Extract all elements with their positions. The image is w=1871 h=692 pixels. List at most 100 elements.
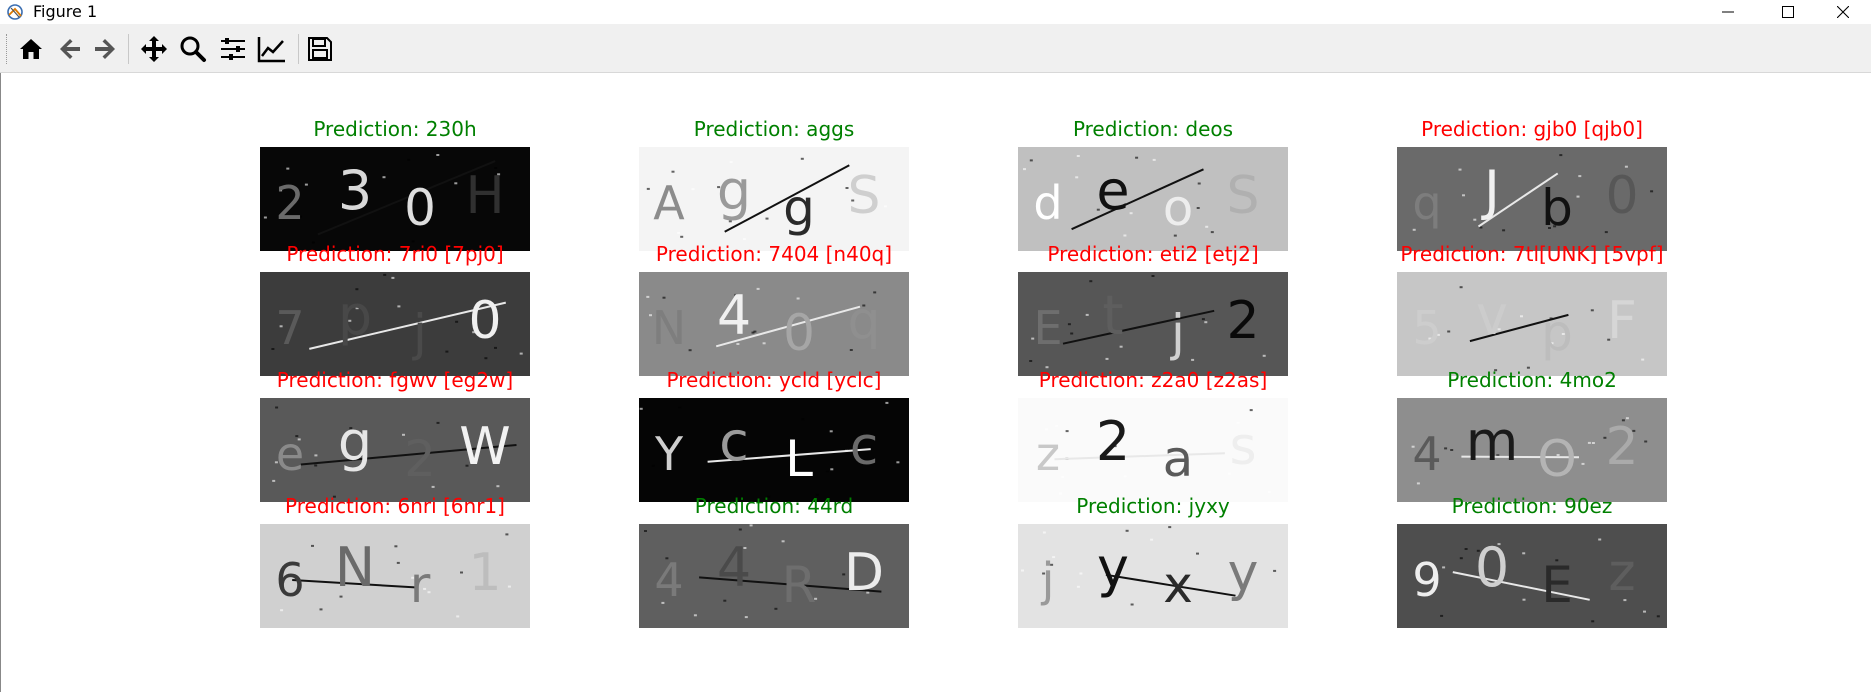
noise-speck xyxy=(1129,212,1133,215)
noise-speck xyxy=(1236,421,1240,424)
noise-speck xyxy=(297,438,301,441)
noise-speck xyxy=(1621,419,1625,422)
noise-speck xyxy=(1273,569,1277,572)
noise-speck xyxy=(1052,556,1056,559)
captcha-glyph: d xyxy=(1033,176,1062,230)
noise-speck xyxy=(1201,318,1205,321)
close-button[interactable] xyxy=(1814,0,1871,24)
noise-speck xyxy=(1079,572,1083,575)
captcha-glyph: E xyxy=(1033,301,1062,355)
captcha-background xyxy=(1397,398,1667,502)
noise-line xyxy=(317,160,496,236)
forward-button[interactable] xyxy=(88,32,122,66)
captcha-glyph: 0 xyxy=(404,179,436,237)
noise-speck xyxy=(456,615,460,618)
captcha-glyph: L xyxy=(785,430,813,488)
captcha-glyph: g xyxy=(717,159,751,222)
noise-speck xyxy=(1135,156,1139,159)
captcha-glyph: q xyxy=(847,291,880,351)
noise-speck xyxy=(383,273,387,276)
noise-speck xyxy=(1522,552,1526,555)
noise-speck xyxy=(1029,360,1033,362)
noise-line xyxy=(1469,313,1569,343)
noise-speck xyxy=(1623,599,1627,602)
noise-speck xyxy=(348,319,352,322)
home-button[interactable] xyxy=(14,32,48,66)
noise-speck xyxy=(1556,454,1560,456)
maximize-icon xyxy=(1782,6,1794,18)
noise-speck xyxy=(391,276,395,279)
noise-speck xyxy=(774,607,778,610)
maximize-button[interactable] xyxy=(1759,0,1817,24)
captcha-glyph: Y xyxy=(654,427,684,481)
noise-line xyxy=(1477,172,1559,228)
captcha-glyph: g xyxy=(783,179,815,237)
panel-title: Prediction: z2a0 [z2as] xyxy=(1038,368,1268,392)
panel-title: Prediction: eti2 [etj2] xyxy=(1047,242,1259,266)
pan-button[interactable] xyxy=(137,32,171,66)
noise-speck xyxy=(661,452,665,455)
edit-axes-button[interactable] xyxy=(255,32,289,66)
noise-speck xyxy=(1450,449,1454,451)
noise-speck xyxy=(1578,175,1582,178)
noise-speck xyxy=(883,205,887,208)
noise-speck xyxy=(1125,529,1129,532)
captcha-glyph: p xyxy=(1541,304,1573,362)
captcha-background xyxy=(1018,147,1288,251)
configure-subplots-button[interactable] xyxy=(216,32,250,66)
noise-speck xyxy=(1496,454,1500,457)
noise-speck xyxy=(1042,531,1046,534)
noise-speck xyxy=(662,296,666,299)
captcha-glyph: 0 xyxy=(1605,166,1638,226)
noise-speck xyxy=(1151,275,1155,277)
noise-speck xyxy=(814,597,818,600)
noise-speck xyxy=(728,220,732,223)
noise-speck xyxy=(1459,557,1463,560)
noise-speck xyxy=(1089,280,1093,283)
noise-speck xyxy=(1152,158,1156,161)
minimize-button[interactable] xyxy=(1699,0,1757,24)
noise-speck xyxy=(646,187,650,190)
back-arrow-icon xyxy=(60,39,80,59)
panel-title: Prediction: gjb0 [qjb0] xyxy=(1421,117,1643,141)
save-button[interactable] xyxy=(303,32,337,66)
noise-speck xyxy=(1442,566,1446,569)
captcha-glyph: b xyxy=(1541,179,1573,237)
captcha-glyph: c xyxy=(719,410,749,473)
noise-speck xyxy=(1550,342,1554,345)
panel-title: Prediction: ycld [yclc] xyxy=(666,368,882,392)
noise-speck xyxy=(1604,231,1608,234)
panel-title: Prediction: 7ri0 [7pj0] xyxy=(286,242,504,266)
captcha-glyph: y xyxy=(1097,536,1129,599)
noise-speck xyxy=(743,547,747,549)
noise-speck xyxy=(1061,476,1065,478)
captcha-glyph: c xyxy=(850,417,879,477)
noise-speck xyxy=(825,470,829,473)
noise-speck xyxy=(1591,442,1595,444)
noise-speck xyxy=(1023,168,1026,171)
captcha-glyph: e xyxy=(1096,159,1129,222)
zoom-button[interactable] xyxy=(176,32,210,66)
noise-speck xyxy=(1205,225,1209,228)
noise-speck xyxy=(411,576,415,579)
panel-title: Prediction: 90ez xyxy=(1451,494,1613,518)
captcha-glyph: 2 xyxy=(1605,417,1638,477)
noise-speck xyxy=(1581,462,1585,465)
captcha-glyph: x xyxy=(1163,556,1193,614)
noise-speck xyxy=(1591,620,1595,623)
captcha-background xyxy=(639,147,909,251)
noise-speck xyxy=(849,349,853,351)
noise-speck xyxy=(1464,548,1468,550)
noise-speck xyxy=(1411,445,1415,448)
captcha-glyph: r xyxy=(410,556,431,614)
noise-speck xyxy=(765,217,769,220)
noise-speck xyxy=(1262,354,1266,357)
back-button[interactable] xyxy=(53,32,87,66)
